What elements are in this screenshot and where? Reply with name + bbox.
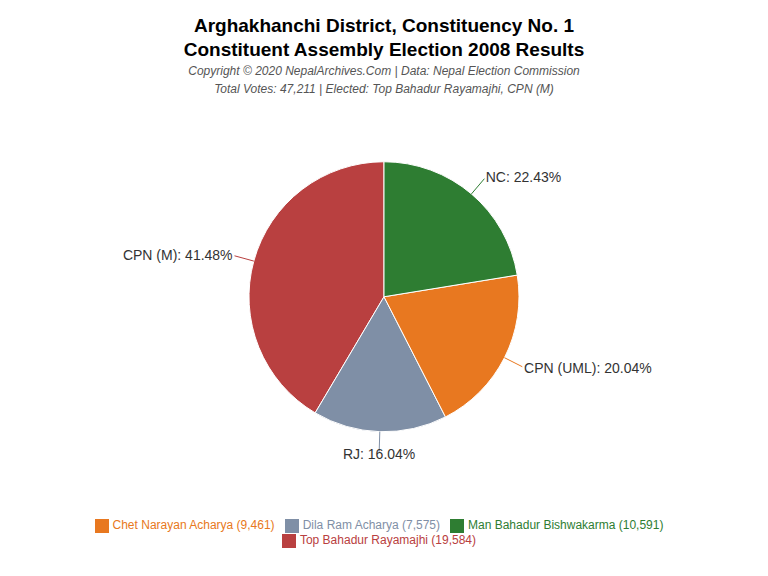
html-text:Total Votes: 47,211 | Elected:: Total Votes: 47,211 | Elected: Top Bahad…	[214, 82, 554, 96]
html-text:Chet Narayan Acharya (9,461): Chet Narayan Acharya (9,461)	[112, 518, 275, 533]
svg-text:CPN (UML): 20.04%: CPN (UML): 20.04%	[524, 360, 652, 376]
html-text:Copyright © 2020 NepalArchives: Copyright © 2020 NepalArchives.Com | Dat…	[188, 64, 580, 78]
html-text:Top Bahadur Rayamajhi (19,584): Top Bahadur Rayamajhi (19,584)	[299, 533, 476, 548]
html-text:Arghakhanchi District, Constit: Arghakhanchi District, Constituency No. …	[194, 15, 574, 36]
html-text:Man Bahadur Bishwakarma (10,59: Man Bahadur Bishwakarma (10,591)	[468, 518, 664, 533]
svg-text:CPN (M): 41.48%: CPN (M): 41.48%	[123, 247, 233, 263]
svg-text:RJ: 16.04%: RJ: 16.04%	[343, 446, 415, 462]
html-text:Dila Ram Acharya (7,575): Dila Ram Acharya (7,575)	[302, 518, 440, 533]
svg-text:NC: 22.43%: NC: 22.43%	[486, 169, 561, 185]
html-text:Constituent Assembly Election: Constituent Assembly Election 2008 Resul…	[183, 39, 585, 60]
